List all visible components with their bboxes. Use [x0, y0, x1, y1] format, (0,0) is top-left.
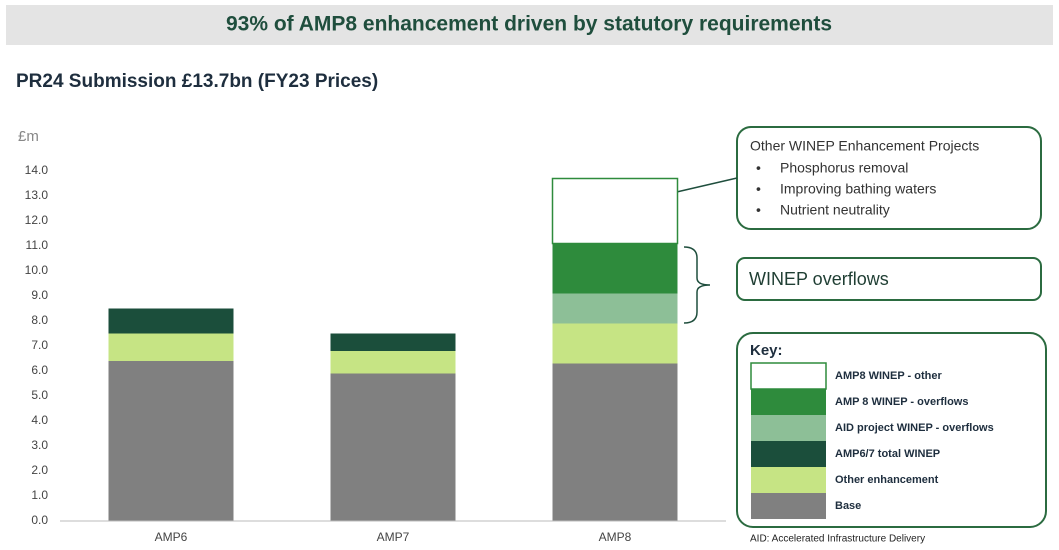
chart-subtitle: PR24 Submission £13.7bn (FY23 Prices): [16, 71, 378, 92]
bar-segment: [552, 293, 678, 324]
bar-segment: [552, 363, 678, 521]
legend-swatch: [751, 415, 826, 441]
legend-label: AID project WINEP - overflows: [835, 422, 994, 434]
chart-title: 93% of AMP8 enhancement driven by statut…: [226, 13, 832, 36]
x-tick-label: AMP6: [155, 530, 188, 544]
bullet: •: [756, 202, 761, 218]
y-tick-label: 12.0: [25, 213, 49, 227]
bracket: [683, 246, 711, 324]
legend-swatch: [751, 389, 826, 415]
bar-segment: [108, 308, 234, 334]
y-tick-label: 1.0: [31, 488, 48, 502]
y-tick-label: 14.0: [25, 163, 49, 177]
y-tick-label: 7.0: [31, 338, 48, 352]
y-tick-label: 4.0: [31, 413, 48, 427]
y-tick-label: 6.0: [31, 363, 48, 377]
bullet: •: [756, 160, 761, 176]
bar-segment: [552, 323, 678, 364]
callout-item: Nutrient neutrality: [780, 202, 890, 218]
bar-segment: [552, 243, 678, 294]
legend-title: Key:: [750, 342, 783, 359]
bracket-label-box: [736, 257, 1042, 301]
legend-swatch: [751, 441, 826, 467]
legend-swatch: [751, 467, 826, 493]
bar-segment: [330, 351, 456, 374]
title-banner: [6, 5, 1053, 45]
y-tick-label: 8.0: [31, 313, 48, 327]
y-tick-label: 10.0: [25, 263, 49, 277]
bar-segment: [108, 361, 234, 521]
legend-label: Other enhancement: [835, 474, 939, 486]
y-tick-label: 5.0: [31, 388, 48, 402]
y-tick-label: 9.0: [31, 288, 48, 302]
callout-list: • Phosphorus removal • Improving bathing…: [756, 160, 936, 218]
legend-label: AMP6/7 total WINEP: [835, 448, 940, 460]
x-tick-label: AMP7: [377, 530, 410, 544]
legend-label: AMP 8 WINEP - overflows: [835, 396, 968, 408]
bullet: •: [756, 181, 761, 197]
y-tick-label: 2.0: [31, 463, 48, 477]
footnote: AID: Accelerated Infrastructure Delivery: [750, 534, 925, 545]
legend-swatch: [751, 493, 826, 519]
callout-title: Other WINEP Enhancement Projects: [750, 138, 979, 154]
x-tick-label: AMP8: [599, 530, 632, 544]
y-tick-label: 13.0: [25, 188, 49, 202]
callout-item: Phosphorus removal: [780, 160, 908, 176]
bar-segment: [330, 333, 456, 351]
bar-segment: [330, 373, 456, 521]
callout-item: Improving bathing waters: [780, 181, 936, 197]
legend-swatch: [750, 362, 827, 390]
y-axis-label: £m: [18, 128, 39, 145]
y-tick-label: 0.0: [31, 513, 48, 527]
bar-segment: [551, 177, 679, 245]
y-tick-label: 11.0: [26, 238, 49, 252]
bracket-label: WINEP overflows: [749, 269, 889, 289]
legend-label: Base: [835, 500, 861, 512]
bar-segment: [108, 333, 234, 361]
legend-label: AMP8 WINEP - other: [835, 370, 942, 382]
y-tick-label: 3.0: [31, 438, 48, 452]
